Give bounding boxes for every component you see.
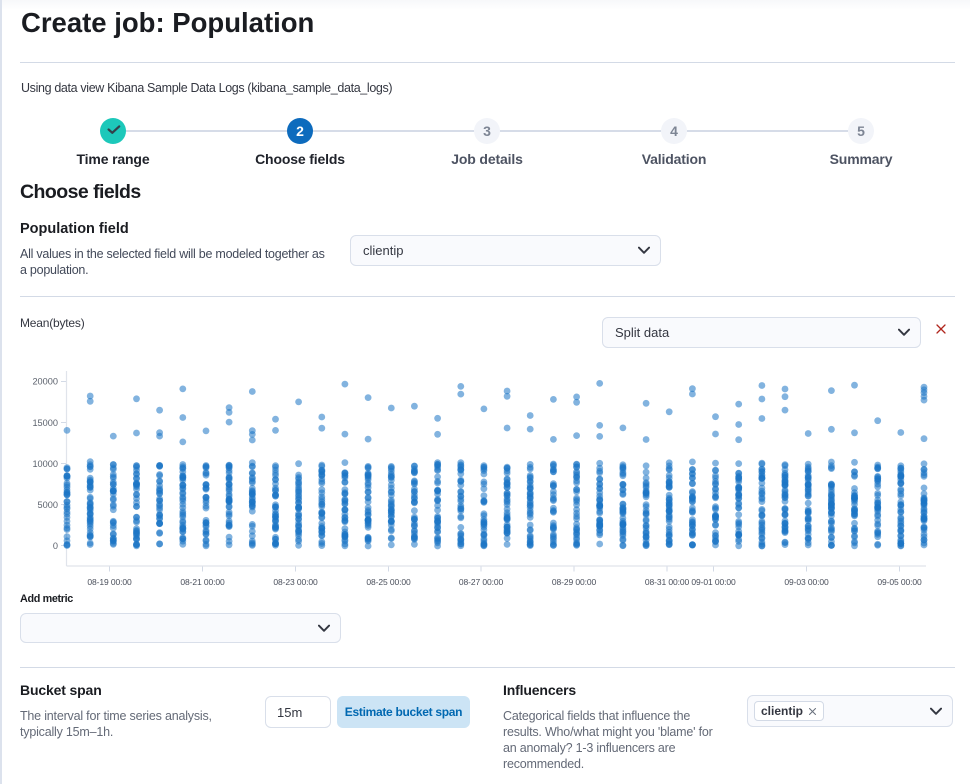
svg-text:5000: 5000 <box>38 500 58 510</box>
svg-text:10000: 10000 <box>32 459 58 469</box>
svg-text:08-27 00:00: 08-27 00:00 <box>459 577 504 587</box>
svg-text:08-23 00:00: 08-23 00:00 <box>273 577 318 587</box>
svg-text:09-01 00:00: 09-01 00:00 <box>691 577 736 587</box>
svg-text:08-25 00:00: 08-25 00:00 <box>366 577 411 587</box>
svg-text:09-05 00:00: 09-05 00:00 <box>877 577 922 587</box>
svg-text:08-21 00:00: 08-21 00:00 <box>180 577 225 587</box>
svg-text:08-29 00:00: 08-29 00:00 <box>552 577 597 587</box>
svg-text:08-31 00:00: 08-31 00:00 <box>645 577 690 587</box>
svg-text:08-19 00:00: 08-19 00:00 <box>87 577 132 587</box>
svg-text:0: 0 <box>53 541 58 551</box>
svg-text:15000: 15000 <box>32 418 58 428</box>
svg-text:09-03 00:00: 09-03 00:00 <box>784 577 829 587</box>
svg-text:20000: 20000 <box>32 377 58 387</box>
